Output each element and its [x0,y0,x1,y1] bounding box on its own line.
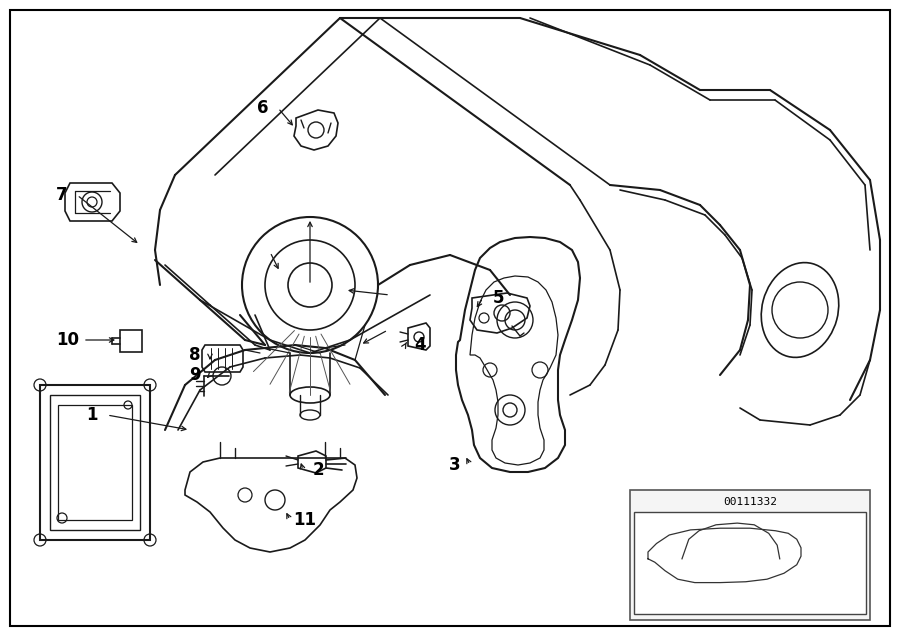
Text: 10: 10 [57,331,79,349]
Text: 9: 9 [189,366,201,384]
Text: 4: 4 [414,336,426,354]
Text: 6: 6 [257,99,269,117]
Text: 8: 8 [189,346,201,364]
Bar [634,512,866,614]
Text: 5: 5 [492,289,504,307]
Text: 1: 1 [86,406,98,424]
Bar [630,490,870,620]
Text: 7: 7 [56,186,68,204]
Text: 11: 11 [293,511,317,529]
Text: 2: 2 [312,461,324,479]
Text: 00111332: 00111332 [723,497,777,507]
Text: 3: 3 [449,456,461,474]
